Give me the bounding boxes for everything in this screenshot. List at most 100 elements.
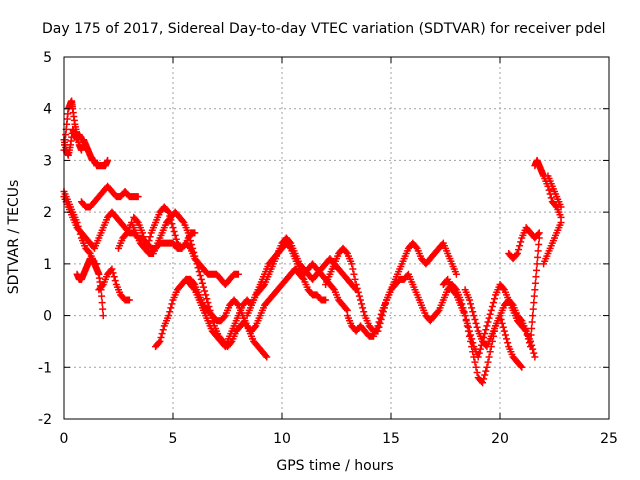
data-point [501, 331, 509, 339]
data-point [470, 312, 478, 320]
data-point [140, 233, 148, 241]
data-point [352, 281, 360, 289]
data-point [472, 319, 480, 327]
data-point [535, 240, 543, 248]
data-point [486, 310, 494, 318]
data-point [342, 305, 350, 313]
data-point [503, 335, 511, 343]
series-12 [243, 234, 360, 320]
data-point [517, 362, 525, 370]
data-point [533, 266, 541, 274]
data-point [202, 291, 210, 299]
data-point [491, 295, 499, 303]
data-point [516, 242, 524, 250]
y-tick-label: 5 [43, 50, 52, 66]
data-point [531, 286, 539, 294]
data-point [462, 315, 470, 323]
data-point [532, 273, 540, 281]
data-point [521, 326, 529, 334]
data-point [360, 308, 368, 316]
data-point [485, 353, 493, 361]
data-point [513, 250, 521, 258]
data-point [468, 335, 476, 343]
data-point [155, 339, 163, 347]
data-point [144, 240, 152, 248]
data-point [512, 251, 520, 259]
data-point [472, 363, 480, 371]
data-point [167, 216, 175, 224]
data-point [527, 331, 535, 339]
data-point [499, 323, 507, 331]
y-tick-label: 2 [43, 205, 52, 221]
data-point [165, 208, 173, 216]
data-point [525, 339, 533, 347]
data-point [190, 248, 198, 256]
data-point [473, 323, 481, 331]
y-tick-label: 1 [43, 257, 52, 273]
data-point [191, 252, 199, 260]
data-point [156, 337, 164, 345]
grid [64, 57, 609, 419]
data-point [374, 322, 382, 330]
data-point [197, 275, 205, 283]
chart-title: Day 175 of 2017, Sidereal Day-to-day VTE… [42, 21, 606, 37]
data-point [353, 284, 361, 292]
data-point [452, 270, 460, 278]
data-point [146, 233, 154, 241]
data-point [467, 331, 475, 339]
data-point [196, 271, 204, 279]
data-point [528, 325, 536, 332]
data-point [125, 296, 133, 304]
data-point [489, 299, 497, 307]
data-point [158, 330, 166, 338]
data-point [85, 248, 93, 256]
x-tick-label: 25 [600, 431, 618, 447]
data-point [529, 312, 537, 320]
data-point [481, 371, 489, 379]
data-point [461, 312, 469, 320]
data-point [192, 256, 200, 264]
data-point [531, 353, 539, 361]
data-point [170, 228, 178, 236]
data-point [98, 292, 106, 300]
data-point [99, 305, 107, 313]
x-tick-label: 0 [60, 431, 69, 447]
series-20 [540, 218, 565, 268]
data-point [476, 345, 484, 353]
series-18 [505, 224, 543, 263]
data-point [482, 367, 490, 375]
data-point [534, 247, 542, 255]
series-17 [527, 234, 543, 345]
data-point [483, 363, 491, 371]
series-21 [544, 172, 565, 211]
data-point [465, 296, 473, 304]
x-axis-label: GPS time / hours [276, 458, 393, 474]
data-point [138, 229, 146, 237]
data-point [201, 287, 209, 295]
axes: 0 5 10 15 20 25 -2 -1 0 1 2 3 4 5 [38, 50, 618, 447]
data-point [530, 292, 538, 300]
y-tick-label: 0 [43, 309, 52, 325]
data-point [203, 295, 211, 303]
data-point [529, 305, 537, 313]
data-point [527, 337, 535, 345]
data-point [166, 212, 174, 220]
data-point [329, 284, 337, 292]
data-point [376, 314, 384, 322]
data-point [108, 265, 116, 273]
x-tick-label: 10 [273, 431, 291, 447]
data-point [473, 368, 481, 376]
data-point [171, 231, 179, 239]
data-point [251, 323, 259, 331]
data-point [469, 339, 477, 347]
series-4 [77, 182, 142, 211]
x-tick-label: 5 [169, 431, 178, 447]
series-7 [95, 265, 133, 304]
data-points [60, 97, 565, 387]
data-point [233, 300, 241, 308]
data-point [110, 273, 118, 281]
data-point [133, 217, 141, 225]
data-point [545, 186, 553, 194]
data-point [354, 288, 362, 296]
data-point [190, 284, 198, 292]
